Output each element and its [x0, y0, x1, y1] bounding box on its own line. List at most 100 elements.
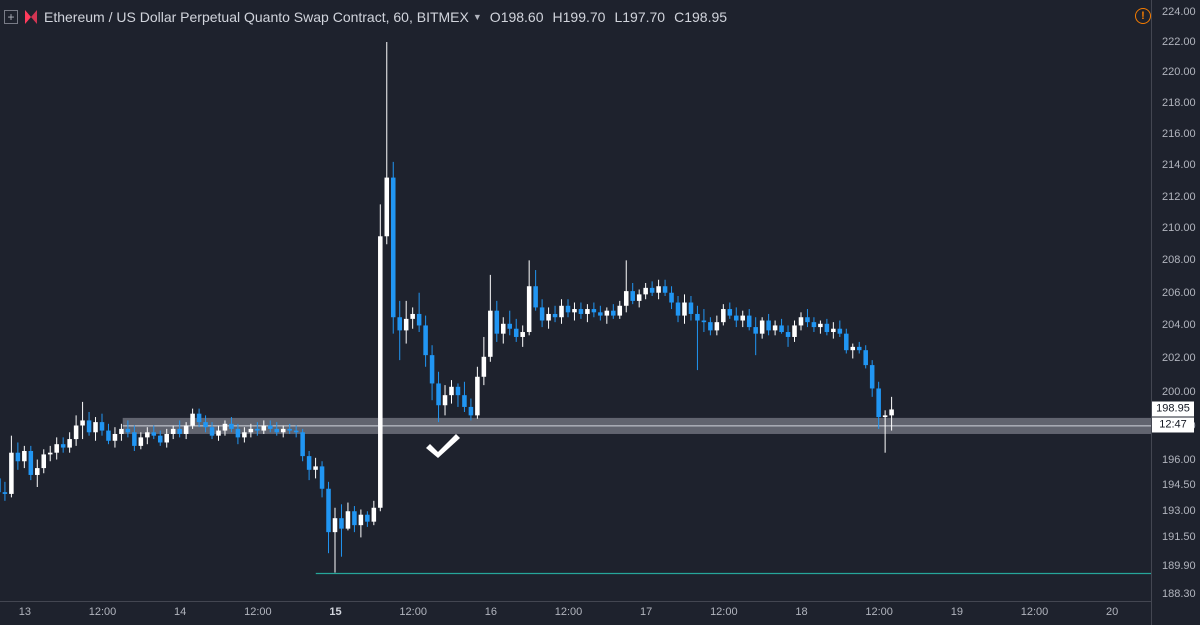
symbol-title[interactable]: Ethereum / US Dollar Perpetual Quanto Sw… — [44, 9, 469, 25]
candle — [229, 417, 234, 433]
candle — [591, 302, 597, 318]
price-tick-label: 188.30 — [1162, 587, 1196, 600]
candle — [416, 292, 422, 333]
price-tick-label: 220.00 — [1162, 66, 1196, 79]
candle-body — [293, 430, 299, 433]
candle-body — [643, 287, 648, 295]
candle-body — [727, 309, 733, 316]
candle-body — [844, 333, 849, 351]
candle-body — [60, 444, 66, 448]
time-tick-label: 20 — [1106, 606, 1119, 618]
candle — [656, 279, 661, 300]
candle — [209, 422, 215, 440]
candle — [106, 423, 111, 445]
ohlc-high: H199.70 — [552, 9, 606, 25]
candle-body — [889, 409, 894, 416]
candle — [611, 304, 616, 319]
price-tick-label: 212.00 — [1162, 190, 1196, 203]
candle-body — [209, 427, 215, 436]
plus-square-icon[interactable]: + — [4, 10, 18, 24]
candle-body — [222, 423, 228, 431]
candle — [811, 317, 817, 333]
candle — [138, 432, 144, 450]
candle-body — [785, 332, 791, 337]
candle — [889, 396, 894, 431]
price-tick-label: 194.50 — [1162, 479, 1196, 492]
price-tick-label: 200.00 — [1162, 385, 1196, 398]
candle — [378, 204, 383, 512]
candle-body — [559, 305, 564, 318]
candle — [501, 317, 506, 344]
candle-body — [41, 454, 47, 469]
candle — [714, 315, 720, 336]
candle-body — [358, 514, 364, 526]
candle — [494, 300, 500, 342]
candle — [86, 411, 92, 436]
candle-body — [656, 286, 661, 293]
candle-body — [766, 320, 771, 331]
time-tick-label: 12:00 — [88, 606, 117, 618]
candle-body — [572, 309, 577, 313]
candle-body — [863, 350, 868, 366]
candle — [869, 360, 875, 397]
candle — [403, 300, 409, 344]
candle — [352, 506, 357, 533]
candle-body — [47, 452, 53, 455]
candle-body — [565, 305, 571, 313]
candle — [766, 313, 771, 336]
candle-body — [0, 478, 1, 493]
candle — [850, 343, 856, 359]
candle-body — [145, 432, 150, 438]
candle-body — [235, 428, 241, 438]
candle-body — [526, 286, 532, 333]
candle-body — [248, 428, 254, 433]
candle-body — [662, 286, 668, 293]
candle — [759, 317, 765, 339]
candle — [559, 299, 564, 324]
candle — [255, 422, 260, 436]
candle-body — [242, 432, 247, 438]
candle-body — [203, 422, 208, 428]
candle — [740, 310, 746, 328]
candle — [151, 425, 157, 440]
candle-body — [688, 302, 694, 314]
candle-body — [436, 383, 441, 406]
candle-body — [481, 356, 487, 377]
candle — [300, 428, 305, 462]
candle-body — [125, 428, 131, 433]
candle — [507, 310, 513, 336]
candle-body — [882, 415, 888, 418]
candle-body — [112, 433, 118, 441]
check-icon — [426, 434, 460, 458]
candle-body — [779, 325, 784, 333]
candle — [604, 307, 610, 324]
time-tick-label: 12:00 — [865, 606, 893, 618]
candle — [390, 161, 396, 334]
candle — [636, 289, 642, 308]
candle — [287, 423, 292, 434]
candle — [216, 425, 221, 441]
candle — [455, 383, 461, 407]
candle — [623, 260, 629, 313]
candle-body — [268, 425, 273, 429]
time-tick-label: 15 — [329, 606, 342, 618]
candle — [73, 415, 79, 446]
candle-body — [106, 430, 111, 441]
candle — [449, 380, 454, 404]
candle-body — [300, 432, 305, 457]
candle — [170, 425, 176, 440]
ohlc-low: L197.70 — [614, 9, 666, 25]
chevron-down-icon[interactable]: ▼ — [472, 12, 482, 22]
price-tick-label: 202.00 — [1162, 352, 1196, 365]
candle — [112, 427, 118, 448]
candle — [572, 302, 577, 321]
candles-layer — [0, 42, 894, 573]
candle-body — [708, 322, 713, 331]
candle-body — [261, 425, 267, 431]
alert-icon[interactable]: ! — [1135, 8, 1151, 24]
candle-body — [403, 318, 409, 331]
candle — [617, 300, 623, 319]
candle-body — [416, 313, 422, 326]
candle-body — [99, 422, 105, 431]
